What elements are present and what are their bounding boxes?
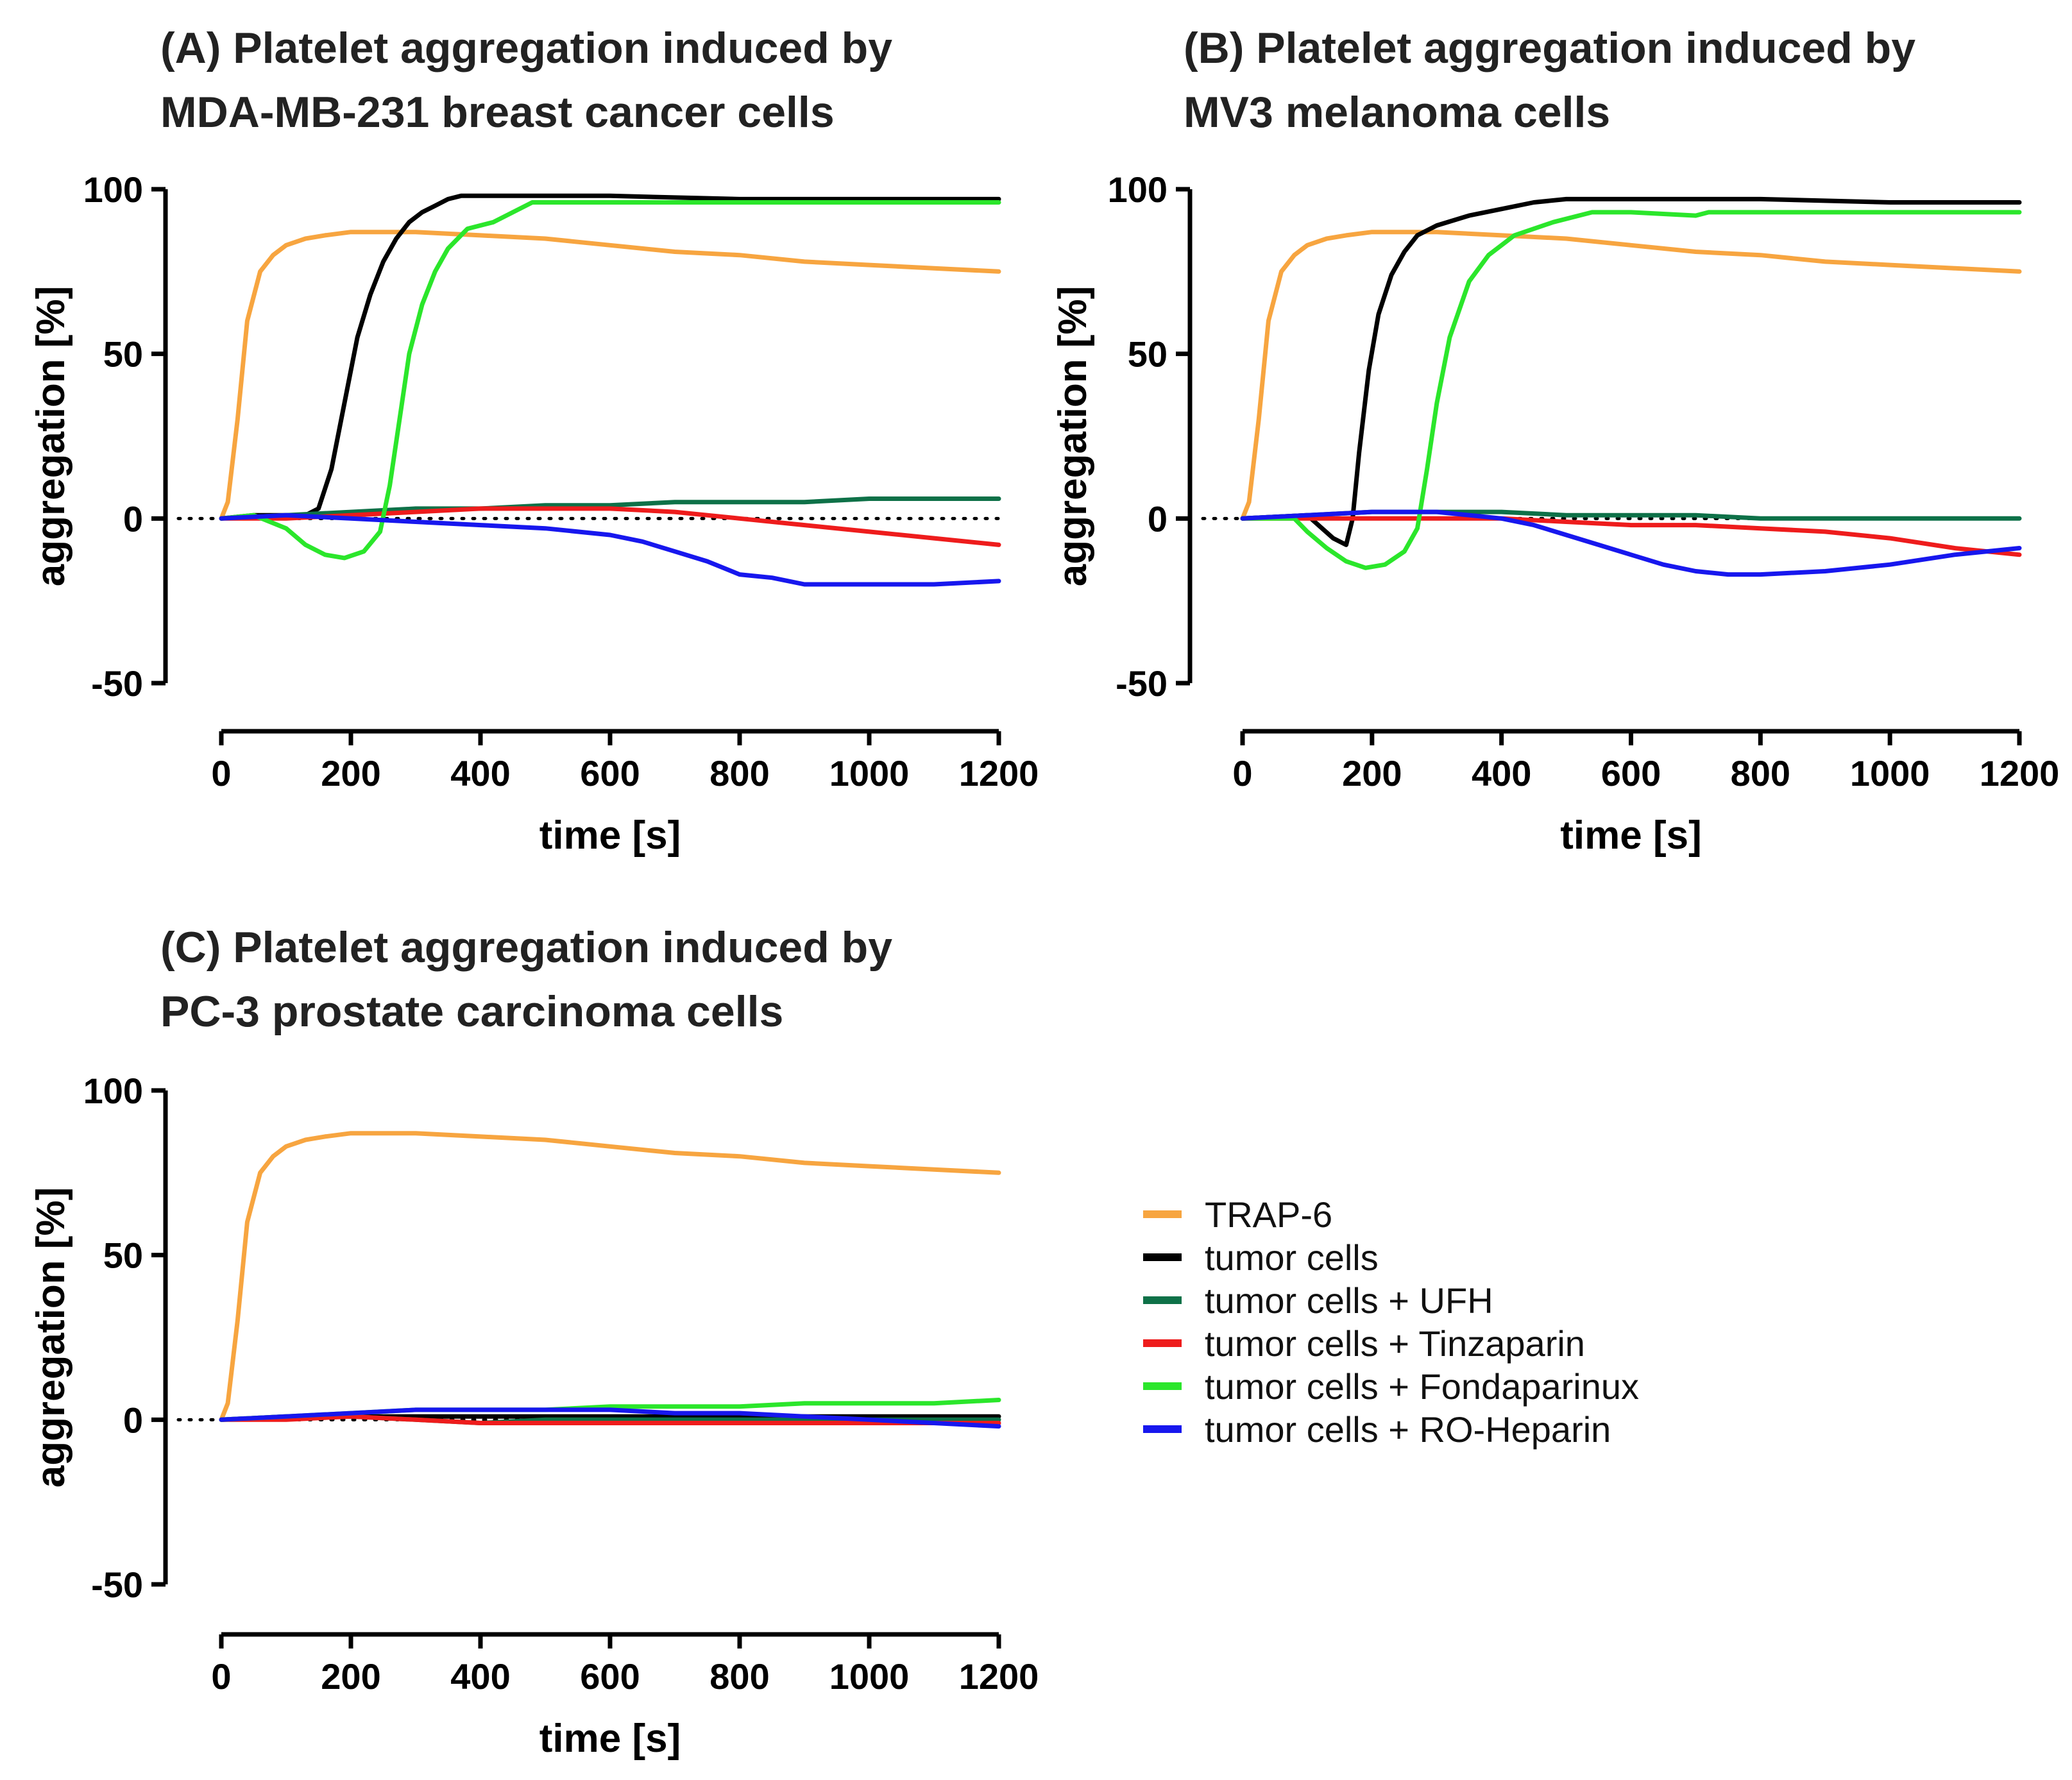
legend-label: TRAP-6 (1205, 1194, 1332, 1235)
legend-label: tumor cells (1205, 1237, 1379, 1278)
series-line-tumor-cells-tinzaparin (1240, 516, 2022, 557)
y-tick-label: 50 (103, 334, 143, 375)
series-line-tumor-cells-fondaparinux (219, 200, 1001, 561)
x-tick-label: 1200 (1980, 753, 2060, 793)
y-tick-label: 100 (83, 1071, 143, 1111)
y-tick-label: -50 (91, 1564, 143, 1605)
chart-panel-b: (B) Platelet aggregation induced by MV3 m… (1051, 24, 2059, 858)
chart-title-line: (A) Platelet aggregation induced by (160, 24, 892, 72)
y-axis-label: aggregation [%] (1051, 286, 1095, 586)
chart-title-line: PC-3 prostate carcinoma cells (160, 987, 783, 1036)
x-tick-label: 1200 (959, 1656, 1039, 1697)
x-tick-label: 400 (1472, 753, 1531, 793)
y-tick-label: -50 (1116, 663, 1168, 704)
x-tick-label: 1200 (959, 753, 1039, 793)
x-tick-label: 600 (1601, 753, 1661, 793)
chart-title-line: MDA-MB-231 breast cancer cells (160, 88, 835, 137)
x-tick-label: 1000 (829, 1656, 910, 1697)
x-tick-label: 400 (450, 753, 510, 793)
x-tick-label: 600 (580, 753, 640, 793)
chart-title-line: (C) Platelet aggregation induced by (160, 923, 892, 972)
series-line-tumor-cells-ufh (219, 496, 1001, 521)
series-line-tumor-cells-tinzaparin (219, 1414, 1001, 1425)
legend-label: tumor cells + Tinzaparin (1205, 1323, 1585, 1364)
x-tick-label: 200 (321, 1656, 380, 1697)
y-tick-label: -50 (91, 663, 143, 704)
legend-label: tumor cells + RO-Heparin (1205, 1409, 1611, 1450)
y-axis-label: aggregation [%] (29, 286, 73, 586)
x-tick-label: 200 (321, 753, 380, 793)
chart-title-line: MV3 melanoma cells (1184, 88, 1610, 137)
legend-label: tumor cells + UFH (1205, 1280, 1493, 1321)
chart-panel-a: (A) Platelet aggregation induced by MDA-M… (29, 24, 1039, 858)
series-line-tumor-cells-ro-heparin (1240, 509, 2022, 577)
series-line-trap-6 (1240, 230, 2022, 521)
x-tick-label: 0 (1232, 753, 1252, 793)
x-tick-label: 400 (450, 1656, 510, 1697)
y-tick-label: 50 (103, 1235, 143, 1276)
x-axis-label: time [s] (1560, 813, 1701, 858)
x-tick-label: 200 (1342, 753, 1402, 793)
x-axis-label: time [s] (539, 813, 681, 858)
x-tick-label: 800 (709, 753, 769, 793)
x-tick-label: 0 (211, 1656, 231, 1697)
chart-panel-c: (C) Platelet aggregation induced by PC-3 … (29, 923, 1039, 1761)
x-axis-label: time [s] (539, 1716, 681, 1761)
y-axis-label: aggregation [%] (29, 1187, 73, 1488)
y-tick-label: 0 (123, 498, 143, 539)
series-line-tumor-cells-ro-heparin (219, 513, 1001, 587)
x-tick-label: 800 (709, 1656, 769, 1697)
x-tick-label: 800 (1731, 753, 1790, 793)
series-line-tumor-cells-tinzaparin (219, 506, 1001, 547)
x-tick-label: 1000 (829, 753, 910, 793)
y-tick-label: 0 (1148, 498, 1168, 539)
y-tick-label: 50 (1128, 334, 1168, 375)
y-tick-label: 100 (1108, 169, 1168, 210)
y-tick-label: 100 (83, 169, 143, 210)
chart-title-line: (B) Platelet aggregation induced by (1184, 24, 1915, 72)
y-tick-label: 0 (123, 1400, 143, 1440)
legend-label: tumor cells + Fondaparinux (1205, 1366, 1639, 1407)
x-tick-label: 600 (580, 1656, 640, 1697)
series-line-tumor-cells (1240, 196, 2022, 547)
x-tick-label: 1000 (1850, 753, 1930, 793)
series-line-tumor-cells-ro-heparin (219, 1407, 1001, 1429)
series-line-trap-6 (219, 230, 1001, 521)
series-line-trap-6 (219, 1131, 1001, 1422)
series-line-tumor-cells-fondaparinux (1240, 210, 2022, 570)
x-tick-label: 0 (211, 753, 231, 793)
